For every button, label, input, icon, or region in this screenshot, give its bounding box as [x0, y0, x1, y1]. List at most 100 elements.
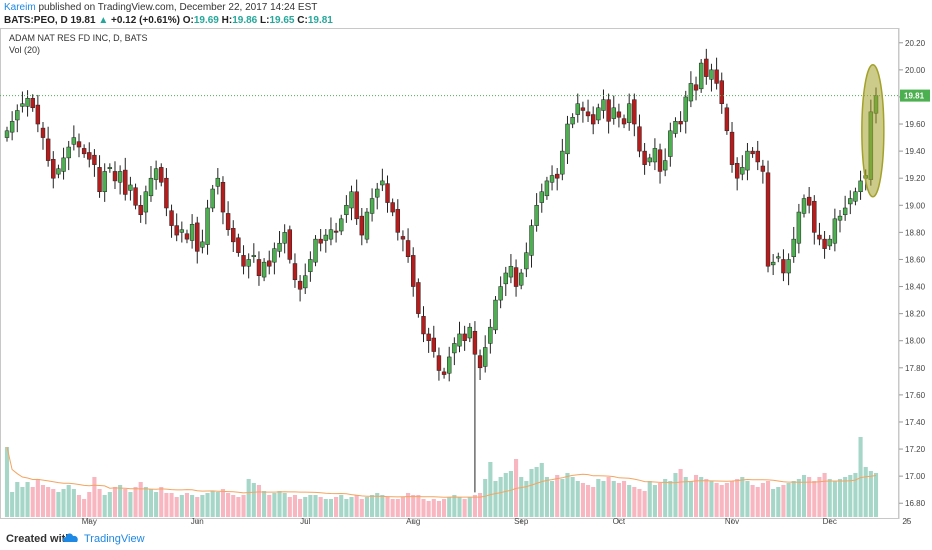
volume-bar [827, 479, 832, 517]
volume-bar [179, 495, 184, 517]
volume-bar [61, 489, 66, 517]
candle-body [400, 236, 406, 240]
candle-body [513, 267, 519, 287]
candle-body [405, 240, 411, 257]
volume-bar [20, 487, 25, 517]
volume-bar [241, 495, 246, 517]
volume-bar [704, 479, 709, 517]
x-tick-label: Aug [406, 517, 420, 526]
volume-bar [46, 487, 51, 517]
volume-bar [601, 481, 606, 517]
volume-bar [765, 481, 771, 517]
volume-bar [591, 487, 596, 517]
volume-bar [154, 492, 159, 517]
volume-bar [395, 499, 400, 517]
volume-bar [200, 495, 205, 517]
cloud-logo-icon [62, 533, 78, 542]
chart-canvas[interactable]: ADAM NAT RES FD INC, D, BATS Vol (20) 20… [0, 28, 932, 528]
x-tick-label: Nov [725, 517, 739, 526]
candle-body [25, 98, 30, 107]
volume-bar [724, 483, 729, 517]
volume-bar [683, 477, 688, 517]
candle-body [123, 169, 128, 195]
candle-body [328, 229, 334, 240]
candle-body [287, 229, 293, 260]
y-tick-label: 19.60 [905, 120, 926, 129]
volume-bar [159, 487, 164, 517]
volume-layer [4, 437, 879, 517]
candle-body [164, 177, 169, 209]
candle-body [498, 286, 503, 301]
volume-bar [303, 497, 308, 517]
volume-bar [15, 482, 20, 517]
volume-bar [323, 499, 328, 517]
volume-bar [220, 489, 226, 517]
volume-bar [354, 495, 359, 517]
volume-bar [714, 483, 719, 517]
candle-body [71, 137, 77, 145]
candle-body [791, 238, 796, 257]
candle-body [817, 234, 822, 240]
volume-bar [812, 481, 817, 517]
volume-bar [190, 495, 195, 517]
candle-body [822, 238, 827, 249]
volume-bar [843, 477, 848, 517]
candle-body [236, 237, 241, 253]
candle-body [621, 118, 627, 125]
volume-bar [292, 495, 298, 517]
volume-bar [30, 487, 35, 517]
y-tick-label: 18.60 [905, 255, 926, 264]
candle-body [842, 207, 848, 216]
candle-body [4, 130, 10, 138]
volume-bar [328, 499, 334, 517]
volume-bar [745, 481, 750, 517]
candle-body [40, 127, 46, 138]
volume-bar [735, 479, 740, 517]
author-link[interactable]: Kareim [4, 2, 36, 13]
candle-body [806, 196, 812, 206]
candle-body [575, 103, 580, 115]
candle-body [503, 272, 508, 285]
volume-bar [760, 483, 765, 517]
volume-bar [107, 492, 112, 517]
volume-bar [457, 497, 462, 517]
footer: Created with TradingView [0, 528, 932, 550]
volume-bar [215, 492, 220, 517]
candle-body [210, 188, 215, 209]
volume-bar [565, 473, 570, 517]
tradingview-brand[interactable]: TradingView [84, 533, 145, 545]
volume-bar [663, 479, 668, 517]
volume-bar [210, 491, 215, 517]
y-tick-label: 17.00 [905, 472, 926, 481]
candle-body [647, 157, 652, 163]
volume-bar [781, 485, 786, 517]
candle-body [554, 173, 560, 179]
candle-body [483, 347, 488, 367]
y-tick-label: 19.40 [905, 147, 926, 156]
volume-bar [786, 483, 791, 517]
volume-bar [92, 477, 97, 517]
x-tick-label: Jul [300, 517, 310, 526]
volume-bar [596, 479, 601, 517]
volume-bar [375, 493, 380, 517]
volume-bar [411, 495, 416, 517]
candle-body [344, 205, 349, 216]
close-value: 19.81 [307, 15, 333, 26]
candle-body [436, 355, 442, 371]
candle-body [760, 165, 766, 172]
volume-bar [652, 485, 657, 517]
volume-bar [776, 487, 781, 517]
y-tick-label: 19.00 [905, 201, 926, 210]
candle-body [128, 184, 133, 191]
candle-body [431, 337, 436, 352]
volume-bar [534, 467, 539, 517]
highlight-ellipse [861, 64, 885, 198]
volume-bar [10, 492, 15, 517]
volume-bar [873, 473, 879, 517]
candle-body [565, 123, 570, 155]
candle-body [148, 177, 154, 197]
volume-bar [431, 499, 436, 517]
volume-label: Vol (20) [9, 45, 40, 55]
candle-body [333, 230, 339, 233]
price-axis: 20.2020.0019.8019.6019.4019.2019.0018.80… [899, 39, 930, 508]
